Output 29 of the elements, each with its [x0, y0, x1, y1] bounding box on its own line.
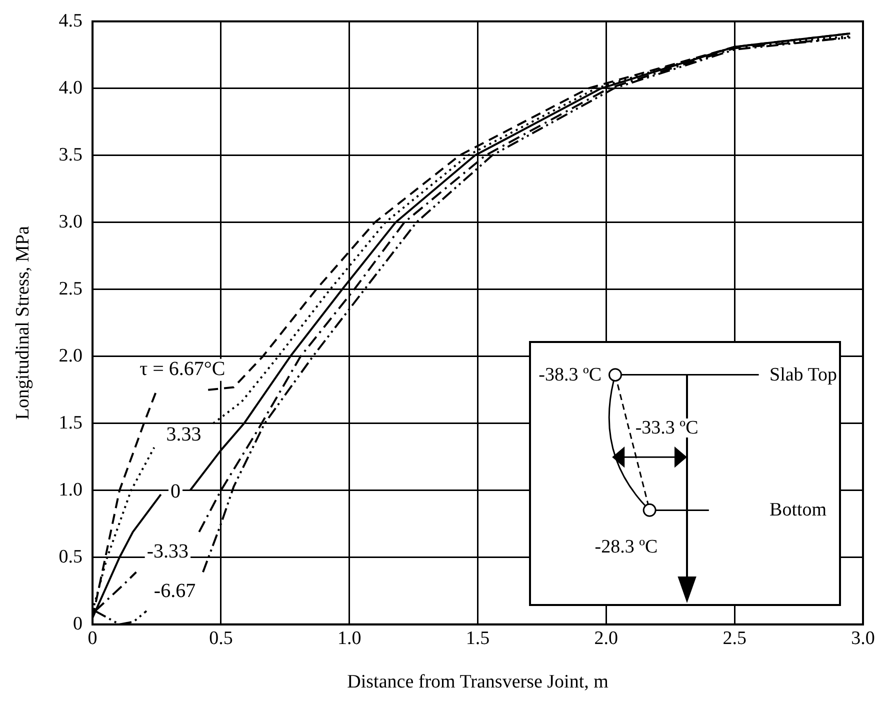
y-tick-label: 0 [73, 613, 83, 634]
series-label: 0 [170, 480, 180, 503]
x-tick-label: 2.0 [594, 628, 618, 649]
series-label: τ = 6.67°C [140, 358, 226, 380]
x-tick-label: 0 [88, 628, 98, 649]
y-tick-label: 1.5 [58, 412, 83, 434]
x-tick-label: 1.5 [466, 628, 490, 649]
series-label: -6.67 [154, 580, 196, 602]
y-axis-title: Longitudinal Stress, MPa [12, 225, 34, 420]
y-tick-label: 1.0 [58, 479, 83, 500]
x-tick-label: 0.5 [209, 628, 233, 649]
annotation: -28.3 ºC [594, 536, 659, 558]
x-axis-title: Distance from Transverse Joint, m [347, 672, 609, 693]
series-label: -3.33 [146, 540, 189, 562]
y-tick-label: 3.5 [58, 144, 83, 166]
series-label: 3.33 [166, 424, 202, 446]
annotation: -33.3 ºC [634, 417, 700, 438]
x-tick-label: 1.0 [337, 628, 362, 649]
y-tick-label: 2.5 [58, 278, 83, 300]
y-tick-label: 0.5 [58, 546, 83, 568]
x-tick-label: 2.5 [722, 628, 746, 649]
annotation: Slab Top [768, 364, 838, 386]
annotation: Bottom [768, 500, 828, 521]
y-tick-label: 2.0 [58, 345, 83, 366]
annotation: -38.3 ºC [538, 364, 603, 386]
y-tick-label: 4.5 [58, 10, 83, 32]
y-tick-label: 3.0 [58, 211, 83, 232]
x-tick-label: 3.0 [851, 628, 875, 649]
y-tick-label: 4.0 [58, 77, 83, 98]
